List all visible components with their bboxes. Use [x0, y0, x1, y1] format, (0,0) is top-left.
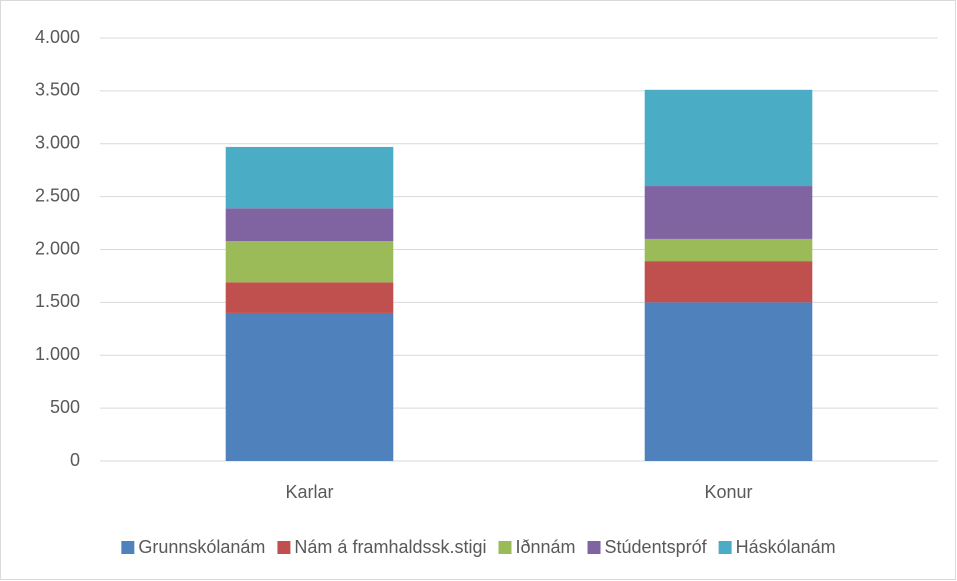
- bar-segment: [225, 282, 394, 313]
- x-tick-label: Karlar: [285, 482, 333, 502]
- bar-segment: [225, 241, 394, 283]
- legend-swatch: [277, 541, 291, 554]
- legend-label: Nám á framhaldssk.stigi: [294, 537, 486, 557]
- bar-segment: [225, 312, 394, 461]
- legend-swatch: [121, 541, 135, 554]
- legend-swatch: [498, 541, 512, 554]
- y-tick-label: 3.000: [35, 133, 80, 153]
- y-tick-label: 3.500: [35, 80, 80, 100]
- y-tick-label: 2.000: [35, 238, 80, 258]
- bar-segment: [644, 302, 813, 461]
- y-tick-label: 1.000: [35, 344, 80, 364]
- legend-label: Stúdentspróf: [605, 537, 708, 557]
- bar-segment: [644, 89, 813, 187]
- legend-swatch: [587, 541, 601, 554]
- legend-swatch: [718, 541, 732, 554]
- legend-label: Háskólanám: [736, 537, 836, 557]
- x-tick-label: Konur: [704, 482, 752, 502]
- bar-segment: [225, 208, 394, 242]
- legend-label: Iðnnám: [515, 537, 575, 557]
- y-tick-label: 1.500: [35, 291, 80, 311]
- bar-segment: [644, 238, 813, 262]
- y-tick-label: 4.000: [35, 27, 80, 47]
- y-tick-label: 500: [50, 397, 80, 417]
- y-tick-label: 2.500: [35, 185, 80, 205]
- legend-label: Grunnskólanám: [138, 537, 265, 557]
- bar-segment: [225, 146, 394, 209]
- bar-segment: [644, 186, 813, 239]
- y-tick-label: 0: [70, 450, 80, 470]
- bar-segment: [644, 261, 813, 303]
